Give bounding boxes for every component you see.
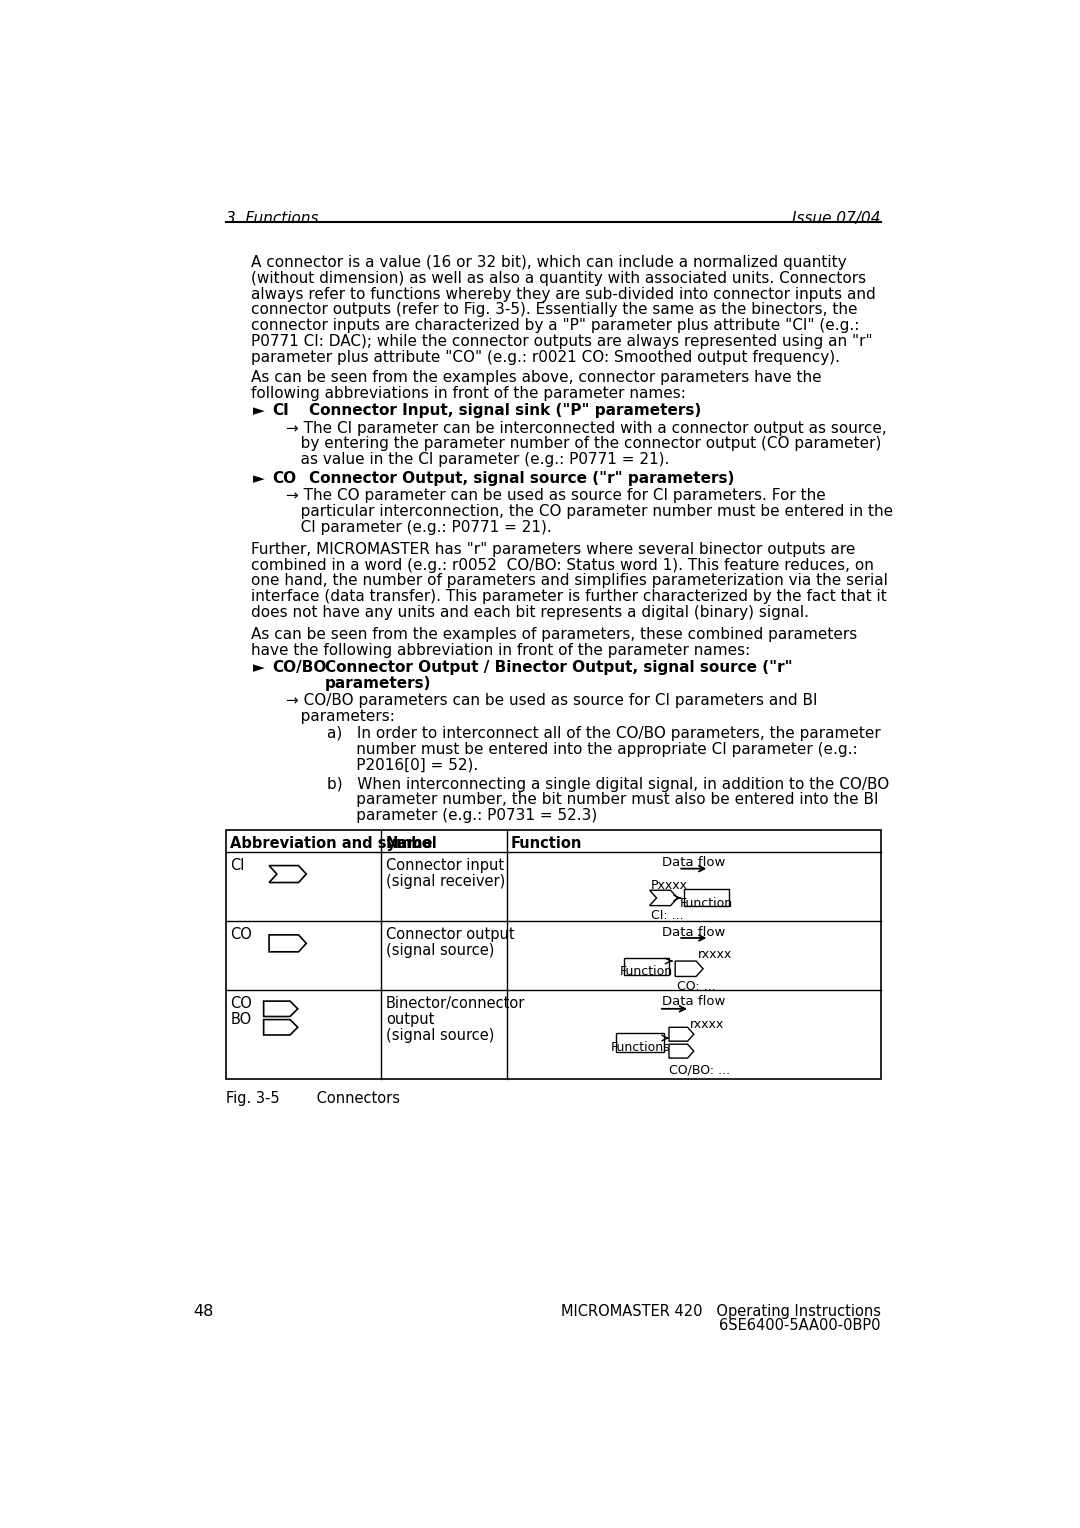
Bar [227, 830, 880, 1079]
Text: (signal receiver): (signal receiver) [387, 874, 505, 889]
Text: Connector output: Connector output [387, 927, 515, 943]
Text: as value in the CI parameter (e.g.: P0771 = 21).: as value in the CI parameter (e.g.: P077… [286, 452, 670, 468]
Text: does not have any units and each bit represents a digital (binary) signal.: does not have any units and each bit rep… [252, 605, 809, 620]
Text: Connector Output, signal source ("r" parameters): Connector Output, signal source ("r" par… [309, 471, 734, 486]
Text: connector outputs (refer to Fig. 3-5). Essentially the same as the binectors, th: connector outputs (refer to Fig. 3-5). E… [252, 303, 858, 318]
Text: parameter (e.g.: P0731 = 52.3): parameter (e.g.: P0731 = 52.3) [327, 808, 597, 824]
Text: P2016[0] = 52).: P2016[0] = 52). [327, 758, 478, 773]
Text: → CO/BO parameters can be used as source for CI parameters and BI: → CO/BO parameters can be used as source… [286, 694, 818, 707]
Text: BO: BO [230, 1012, 252, 1027]
Text: Fig. 3-5        Connectors: Fig. 3-5 Connectors [227, 1091, 401, 1106]
Text: (without dimension) as well as also a quantity with associated units. Connectors: (without dimension) as well as also a qu… [252, 270, 866, 286]
Text: rxxxx: rxxxx [698, 947, 732, 961]
Text: output: output [387, 1012, 434, 1027]
Text: interface (data transfer). This parameter is further characterized by the fact t: interface (data transfer). This paramete… [252, 590, 887, 604]
Text: Data flow: Data flow [662, 926, 726, 938]
Text: Pxxxx: Pxxxx [651, 880, 688, 892]
Text: particular interconnection, the CO parameter number must be entered in the: particular interconnection, the CO param… [286, 504, 893, 520]
Text: connector inputs are characterized by a "P" parameter plus attribute "CI" (e.g.:: connector inputs are characterized by a … [252, 318, 860, 333]
Text: rxxxx: rxxxx [690, 1018, 725, 1031]
Text: always refer to functions whereby they are sub-divided into connector inputs and: always refer to functions whereby they a… [252, 287, 876, 301]
Text: Abbreviation and symbol: Abbreviation and symbol [230, 836, 437, 851]
Text: Connector Output / Binector Output, signal source ("r": Connector Output / Binector Output, sign… [325, 660, 793, 675]
Text: parameters:: parameters: [286, 709, 395, 724]
Text: Connector input: Connector input [387, 857, 504, 872]
Text: As can be seen from the examples above, connector parameters have the: As can be seen from the examples above, … [252, 370, 822, 385]
Text: number must be entered into the appropriate CI parameter (e.g.:: number must be entered into the appropri… [327, 743, 858, 756]
Text: parameter plus attribute "CO" (e.g.: r0021 CO: Smoothed output frequency).: parameter plus attribute "CO" (e.g.: r00… [252, 350, 840, 365]
Text: CI: CI [230, 857, 245, 872]
Text: Functions: Functions [610, 1041, 670, 1054]
Text: 48: 48 [193, 1305, 214, 1320]
Text: combined in a word (e.g.: r0052  CO/BO: Status word 1). This feature reduces, on: combined in a word (e.g.: r0052 CO/BO: S… [252, 558, 874, 573]
Text: parameters): parameters) [325, 675, 431, 691]
Text: CO/BO: ...: CO/BO: ... [669, 1063, 730, 1076]
Text: following abbreviations in front of the parameter names:: following abbreviations in front of the … [252, 387, 686, 400]
Text: (signal source): (signal source) [387, 1028, 495, 1044]
Text: CI parameter (e.g.: P0771 = 21).: CI parameter (e.g.: P0771 = 21). [286, 520, 552, 535]
Text: As can be seen from the examples of parameters, these combined parameters: As can be seen from the examples of para… [252, 626, 858, 642]
Bar [617, 1033, 664, 1051]
Text: 6SE6400-5AA00-0BP0: 6SE6400-5AA00-0BP0 [719, 1319, 880, 1334]
Text: → The CO parameter can be used as source for CI parameters. For the: → The CO parameter can be used as source… [286, 489, 826, 503]
Text: MICROMASTER 420   Operating Instructions: MICROMASTER 420 Operating Instructions [561, 1305, 880, 1320]
Text: A connector is a value (16 or 32 bit), which can include a normalized quantity: A connector is a value (16 or 32 bit), w… [252, 255, 847, 270]
Bar [684, 889, 729, 906]
Text: P0771 CI: DAC); while the connector outputs are always represented using an "r": P0771 CI: DAC); while the connector outp… [252, 335, 873, 348]
Text: Function: Function [679, 897, 732, 911]
Bar [624, 958, 669, 975]
Text: → The CI parameter can be interconnected with a connector output as source,: → The CI parameter can be interconnected… [286, 420, 887, 435]
Text: one hand, the number of parameters and simplifies parameterization via the seria: one hand, the number of parameters and s… [252, 573, 888, 588]
Text: (signal source): (signal source) [387, 943, 495, 958]
Text: CO: CO [230, 927, 253, 943]
Text: Function: Function [620, 964, 673, 978]
Text: CI: CI [272, 403, 289, 419]
Text: CO/BO: CO/BO [272, 660, 326, 675]
Text: 3  Functions: 3 Functions [227, 211, 319, 226]
Text: Function: Function [511, 836, 582, 851]
Text: CO: CO [272, 471, 296, 486]
Text: Binector/connector: Binector/connector [387, 996, 526, 1012]
Text: ►: ► [253, 403, 265, 419]
Text: Data flow: Data flow [662, 995, 726, 1008]
Text: CI: ...: CI: ... [651, 909, 684, 923]
Text: Data flow: Data flow [662, 856, 726, 869]
Text: have the following abbreviation in front of the parameter names:: have the following abbreviation in front… [252, 643, 751, 657]
Text: ►: ► [253, 660, 265, 675]
Text: Further, MICROMASTER has "r" parameters where several binector outputs are: Further, MICROMASTER has "r" parameters … [252, 542, 855, 556]
Text: CO: ...: CO: ... [677, 979, 715, 993]
Text: Connector Input, signal sink ("P" parameters): Connector Input, signal sink ("P" parame… [309, 403, 702, 419]
Text: Name: Name [386, 836, 433, 851]
Text: CO: CO [230, 996, 253, 1012]
Text: b)   When interconnecting a single digital signal, in addition to the CO/BO: b) When interconnecting a single digital… [327, 776, 890, 792]
Text: Issue 07/04: Issue 07/04 [792, 211, 880, 226]
Text: ►: ► [253, 471, 265, 486]
Text: by entering the parameter number of the connector output (CO parameter): by entering the parameter number of the … [286, 437, 881, 451]
Text: parameter number, the bit number must also be entered into the BI: parameter number, the bit number must al… [327, 793, 879, 807]
Text: a)   In order to interconnect all of the CO/BO parameters, the parameter: a) In order to interconnect all of the C… [327, 726, 881, 741]
